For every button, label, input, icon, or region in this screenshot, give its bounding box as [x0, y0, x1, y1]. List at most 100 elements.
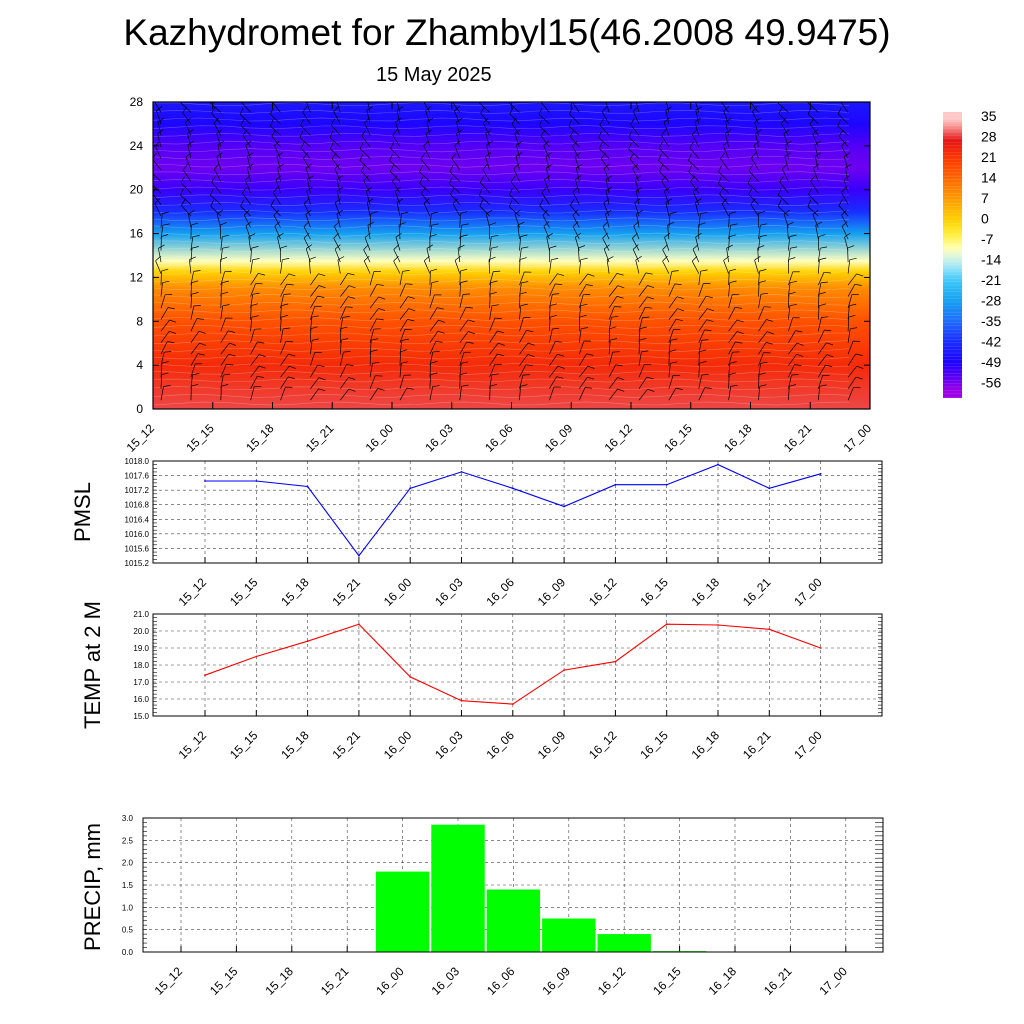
wind-barb-flag [557, 273, 565, 277]
wind-barb [239, 114, 251, 125]
wind-barb-flag [647, 388, 655, 392]
wind-barb-flag [280, 245, 288, 249]
wind-barb-flag [725, 117, 732, 123]
wind-barb [667, 225, 670, 240]
wind-barb [211, 113, 222, 125]
wind-barb [572, 146, 580, 159]
heatmap-xtick-label: 16_06 [482, 421, 516, 455]
wind-barb-flag [605, 186, 612, 192]
wind-barb-flag [721, 198, 728, 204]
wind-barb-flag [519, 257, 527, 260]
contour-line [153, 125, 849, 130]
wind-barb [363, 180, 371, 194]
wind-barb-flag [222, 246, 230, 249]
wind-barb [216, 214, 222, 228]
wind-barb-flag [182, 164, 188, 171]
heatmap-ytick-label: 12 [130, 270, 144, 284]
wind-barb-flag [664, 186, 671, 192]
wind-barb [721, 102, 729, 113]
wind-barb-flag [317, 295, 325, 298]
wind-barb [280, 376, 289, 389]
wind-barb-flag [247, 163, 254, 169]
wind-barb-flag [430, 361, 438, 364]
wind-barb-flag [407, 318, 415, 322]
wind-barb-flag [396, 106, 404, 111]
wind-barb-flag [725, 129, 732, 134]
wind-barb [210, 102, 222, 113]
heatmap-ytick-label: 4 [136, 358, 143, 372]
wind-barb [758, 282, 760, 297]
temp-ytick-label: 20.0 [133, 627, 149, 636]
wind-barb [815, 225, 819, 240]
wind-barb-flag [847, 245, 855, 249]
wind-barb [459, 331, 469, 343]
contour-line [153, 347, 850, 352]
wind-barb [634, 202, 640, 217]
wind-barb [459, 282, 462, 297]
wind-barb-flag [815, 221, 823, 226]
wind-barb [330, 148, 341, 159]
wind-barb [539, 125, 550, 136]
wind-barb-flag [574, 152, 581, 157]
wind-barb [578, 284, 587, 297]
wind-barb [331, 158, 341, 171]
wind-barb-flag [586, 284, 594, 287]
wind-barb [509, 113, 520, 125]
wind-barb-flag [780, 117, 787, 124]
wind-barb [300, 147, 311, 159]
wind-barb [668, 271, 673, 286]
wind-barb [847, 340, 854, 355]
wind-barb-flag [856, 365, 864, 369]
wind-barb-flag [542, 209, 548, 216]
wind-barb [788, 386, 790, 401]
wind-barb [182, 169, 192, 182]
wind-barb-flag [750, 96, 754, 102]
wind-barb-flag [318, 285, 326, 289]
wind-barb [605, 213, 610, 228]
temp-point [460, 699, 463, 702]
wind-barb-flag [393, 244, 400, 250]
wind-barb [728, 319, 738, 332]
wind-barb-flag [823, 271, 831, 274]
wind-barb-flag [667, 221, 675, 226]
precip-bar [486, 889, 541, 952]
wind-barb-flag [552, 327, 560, 330]
wind-barb-flag [717, 177, 722, 184]
wind-barb [153, 193, 162, 205]
wind-barb [330, 124, 341, 136]
wind-barb-flag [778, 107, 783, 114]
wind-barb [725, 121, 729, 136]
wind-barb-flag [489, 222, 497, 226]
wind-barb-flag [396, 198, 404, 203]
wind-barb [429, 351, 434, 366]
wind-barb [240, 125, 251, 136]
wind-barb-flag [406, 387, 414, 390]
wind-barb [153, 159, 162, 171]
wind-barb-flag [515, 152, 523, 157]
wind-barb-flag [550, 303, 557, 307]
wind-barb [157, 121, 162, 136]
wind-barb-flag [576, 163, 583, 169]
wind-barb-flag [838, 130, 844, 137]
wind-barb [747, 183, 759, 194]
wind-barb [788, 317, 794, 332]
wind-barb [244, 179, 251, 194]
wind-barb [303, 237, 311, 251]
wind-barb [482, 169, 490, 182]
wind-barb [339, 328, 342, 343]
wind-barb [638, 376, 648, 389]
wind-barb-flag [370, 211, 378, 214]
wind-barb [549, 376, 557, 389]
wind-barb [628, 148, 640, 159]
wind-barb [220, 353, 229, 366]
wind-barb [190, 271, 194, 286]
wind-barb [695, 102, 700, 113]
contour-line [153, 163, 850, 168]
wind-barb [310, 365, 318, 378]
wind-barb [305, 248, 311, 263]
contour-line [153, 248, 850, 252]
wind-barb-flag [616, 273, 624, 276]
wind-barb-flag [242, 129, 248, 136]
wind-barb-flag [156, 106, 163, 111]
wind-barb [305, 168, 311, 182]
